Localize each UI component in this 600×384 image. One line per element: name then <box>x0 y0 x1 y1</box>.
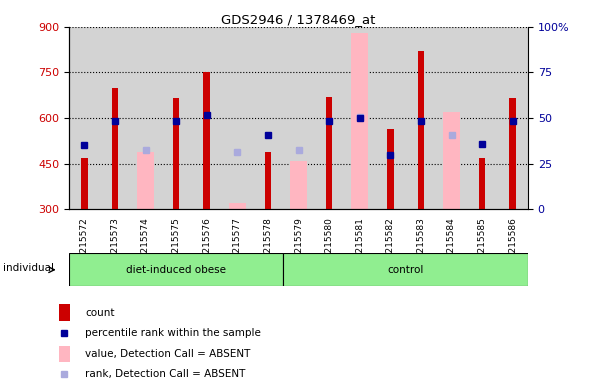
Bar <box>112 88 118 209</box>
Text: individual: individual <box>4 263 55 273</box>
Bar <box>81 157 88 209</box>
Bar <box>203 73 210 209</box>
Bar <box>290 161 307 209</box>
Bar <box>479 157 485 209</box>
Bar <box>265 152 271 209</box>
Bar <box>418 51 424 209</box>
Bar <box>351 33 368 209</box>
Bar <box>387 129 394 209</box>
Bar <box>326 97 332 209</box>
Text: rank, Detection Call = ABSENT: rank, Detection Call = ABSENT <box>85 369 245 379</box>
Title: GDS2946 / 1378469_at: GDS2946 / 1378469_at <box>221 13 376 26</box>
Text: percentile rank within the sample: percentile rank within the sample <box>85 328 261 338</box>
Bar <box>59 304 70 321</box>
Bar <box>59 346 70 362</box>
Text: control: control <box>388 265 424 275</box>
Bar <box>137 152 154 209</box>
Bar <box>173 98 179 209</box>
Text: count: count <box>85 308 115 318</box>
Text: diet-induced obese: diet-induced obese <box>126 265 226 275</box>
Bar <box>229 203 246 209</box>
Bar <box>509 98 516 209</box>
Bar <box>443 112 460 209</box>
Bar <box>283 253 528 286</box>
Bar <box>69 253 283 286</box>
Text: value, Detection Call = ABSENT: value, Detection Call = ABSENT <box>85 349 250 359</box>
